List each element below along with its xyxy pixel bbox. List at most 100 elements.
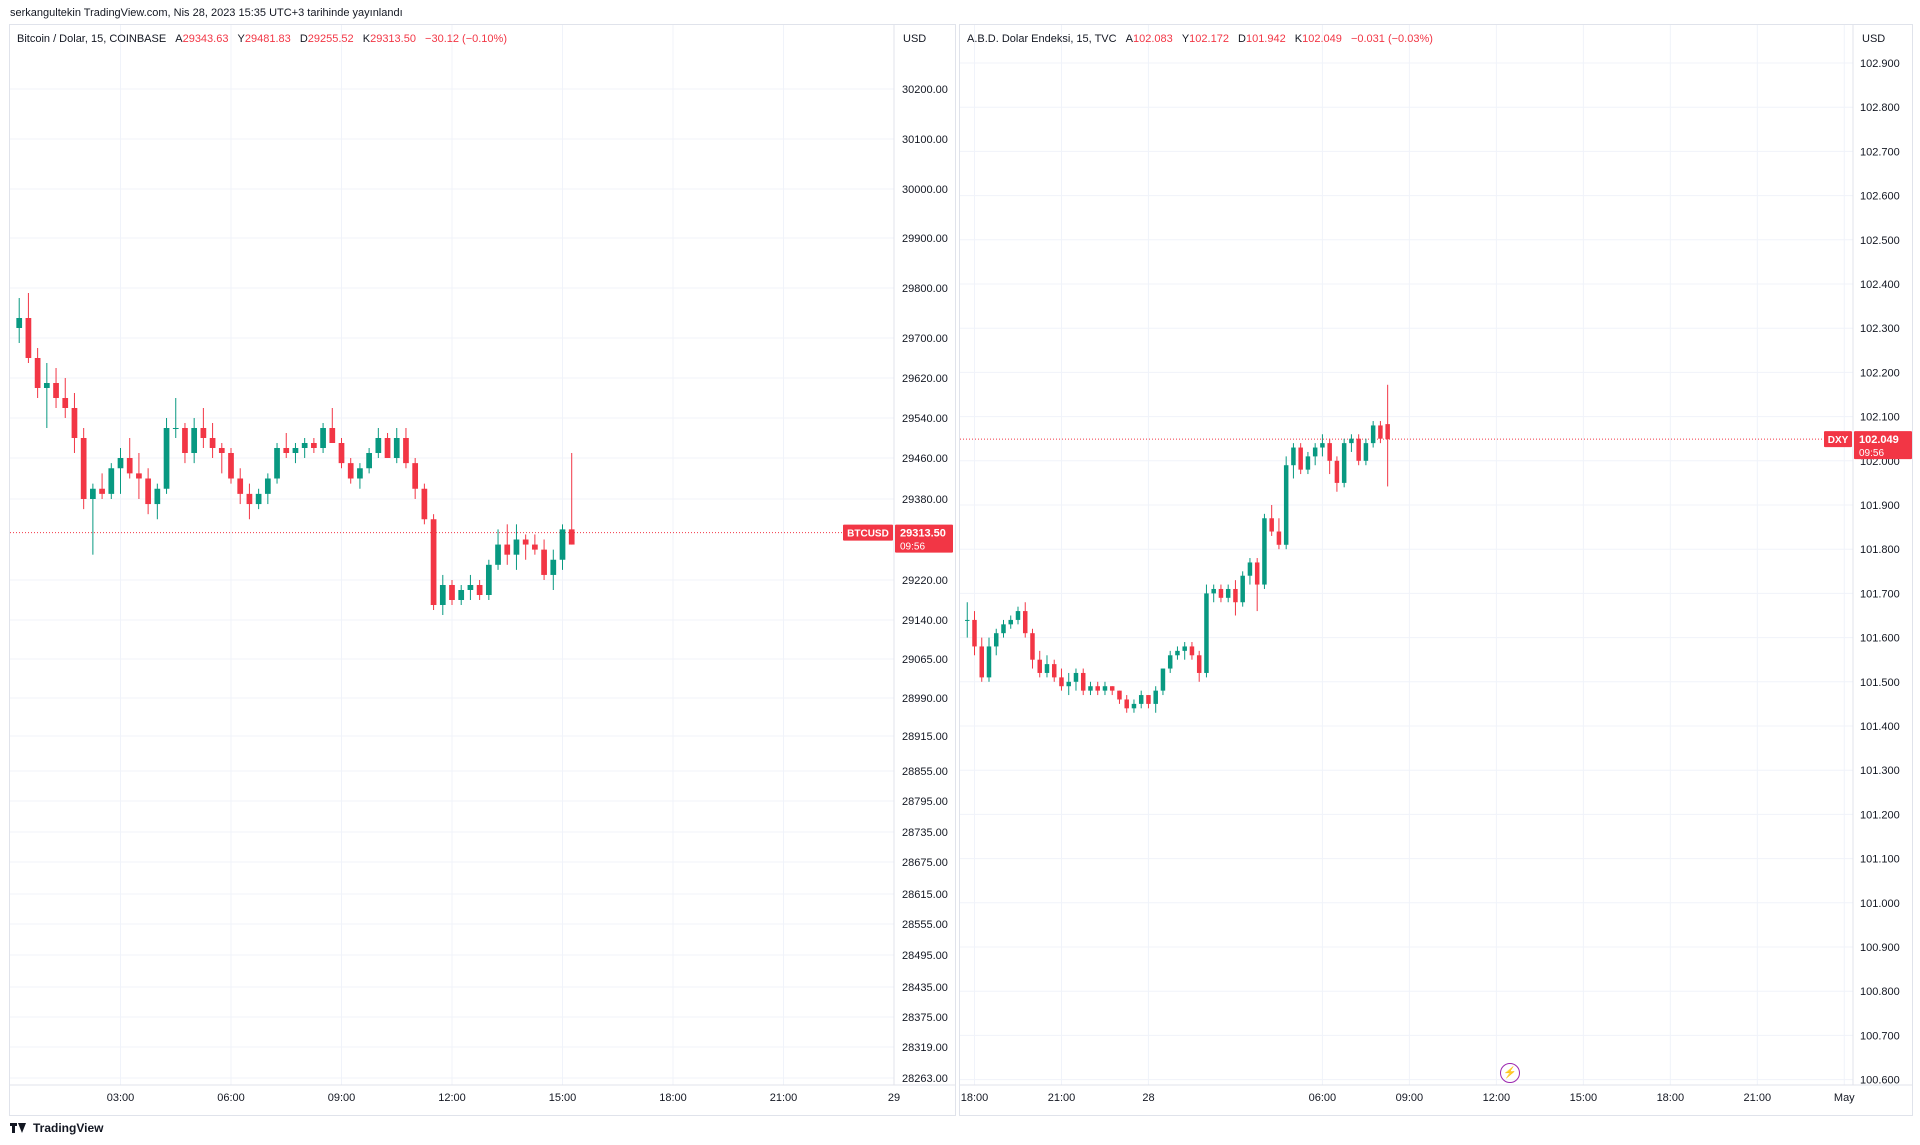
btc-candle-body <box>430 519 437 605</box>
dxy-y-tick-label: 100.700 <box>1860 1030 1900 1042</box>
dxy-candle-body <box>1211 588 1216 594</box>
btc-y-tick-label: 28555.00 <box>902 919 948 931</box>
btc-y-tick-label: 30000.00 <box>902 184 948 196</box>
btc-candle-body <box>513 539 520 555</box>
btc-y-tick-label: 28855.00 <box>902 766 948 778</box>
dxy-chart-panel[interactable]: 102.900 102.800 102.700 102.600 102.500 102.4… <box>959 24 1913 1116</box>
dxy-candle-body <box>1008 619 1013 625</box>
btc-price-tag <box>895 524 953 553</box>
dxy-candle-body <box>1262 518 1267 585</box>
dxy-candle-body <box>1059 677 1064 687</box>
dxy-y-tick-label: 102.100 <box>1860 412 1900 424</box>
dxy-candle-body <box>1088 686 1093 691</box>
dxy-candle-body <box>1117 690 1122 700</box>
dxy-symbol-tag <box>1824 431 1852 448</box>
btc-chart-panel[interactable]: 30200.00 30100.00 30000.00 29900.00 29800.00… <box>9 24 956 1116</box>
dxy-high-value: 102.172 <box>1189 33 1229 45</box>
btc-y-tick-label: 28435.00 <box>902 982 948 994</box>
dxy-candle-body <box>1283 465 1289 545</box>
btc-candle-body <box>320 428 326 448</box>
dxy-y-tick-label: 101.600 <box>1860 633 1900 645</box>
dxy-y-tick-label: 102.300 <box>1860 323 1900 335</box>
dxy-candle-body <box>1175 650 1180 656</box>
btc-candle-body <box>209 438 216 448</box>
dxy-candle-body <box>1341 443 1347 483</box>
btc-candle-body <box>246 493 253 505</box>
dxy-candle-body <box>1233 588 1238 603</box>
dxy-y-tick-label: 100.600 <box>1860 1075 1900 1087</box>
btc-candle-body <box>476 585 483 595</box>
dxy-candle-body <box>1095 686 1100 691</box>
btc-symbol-tag-label: BTCUSD <box>847 529 889 540</box>
dxy-y-tick-label: 101.700 <box>1860 588 1900 600</box>
dxy-y-tick-label: 100.900 <box>1860 942 1900 954</box>
btc-candle-body <box>301 443 308 448</box>
btc-candle-body <box>532 544 538 550</box>
dxy-candle-body <box>1153 690 1158 704</box>
dxy-candle-body <box>1073 672 1079 682</box>
dxy-open-value: 102.083 <box>1133 33 1173 45</box>
dxy-candle-body <box>1312 447 1318 457</box>
dxy-y-tick-label: 102.900 <box>1860 58 1900 70</box>
btc-candle-body <box>439 585 446 605</box>
dxy-close-value: 102.049 <box>1302 33 1342 45</box>
btc-candle-body <box>172 428 179 429</box>
dxy-candle-body <box>1160 668 1166 691</box>
btc-chart-svg[interactable]: 30200.00 30100.00 30000.00 29900.00 29800.00… <box>10 25 955 1115</box>
btc-x-tick-label: 15:00 <box>549 1092 577 1104</box>
btc-candle-body <box>283 448 290 453</box>
dxy-y-tick-label: 102.800 <box>1860 102 1900 114</box>
dxy-candle-body <box>993 633 999 647</box>
btc-candle-body <box>34 358 41 388</box>
dxy-candle-body <box>1037 659 1042 673</box>
btc-candle-body <box>80 438 87 499</box>
flash-event-icon[interactable]: ⚡ <box>1500 1063 1520 1083</box>
btc-y-tick-label: 29900.00 <box>902 233 948 245</box>
btc-x-tick-label: 18:00 <box>659 1092 687 1104</box>
btc-legend: Bitcoin / Dolar, 15, COINBASE A29343.63 … <box>17 33 507 45</box>
btc-low-label: D <box>299 33 308 45</box>
btc-y-tick-label: 28915.00 <box>902 731 948 743</box>
btc-candle-body <box>357 468 363 479</box>
dxy-x-tick-label: 18:00 <box>961 1092 989 1104</box>
btc-y-tick-label: 29540.00 <box>902 413 948 425</box>
btc-y-tick-label: 29380.00 <box>902 494 948 506</box>
dxy-candle-body <box>1066 681 1071 687</box>
btc-candle-body <box>541 549 547 575</box>
dxy-candle-body <box>1363 443 1369 461</box>
btc-symbol-tag <box>843 524 893 541</box>
dxy-low-value: 101.942 <box>1245 33 1286 45</box>
dxy-candle-body <box>1124 699 1129 709</box>
btc-candle-body <box>458 590 465 600</box>
btc-candle-body <box>329 428 336 443</box>
btc-open-value: 29343.63 <box>182 33 229 45</box>
btc-symbol-text: Bitcoin / Dolar, 15, COINBASE <box>17 33 167 45</box>
dxy-candle-body <box>1378 425 1383 439</box>
tradingview-footer[interactable]: TradingView <box>10 1121 103 1135</box>
dxy-chart-svg[interactable]: 102.900 102.800 102.700 102.600 102.500 102.4… <box>960 25 1912 1115</box>
dxy-open-label: A <box>1125 33 1133 45</box>
dxy-candle-body <box>1370 425 1376 444</box>
dxy-y-tick-label: 102.400 <box>1860 279 1900 291</box>
dxy-price-tag-timer: 09:56 <box>1859 448 1884 459</box>
btc-y-tick-label: 29065.00 <box>902 654 948 666</box>
dxy-candle-body <box>1327 443 1332 461</box>
dxy-candle-body <box>1305 456 1311 470</box>
dxy-candle-body <box>1189 646 1195 656</box>
btc-y-tick-label: 28319.00 <box>902 1042 948 1054</box>
btc-candle-body <box>393 438 400 458</box>
btc-candle-body <box>522 539 529 545</box>
btc-price-tag-timer: 09:56 <box>900 542 925 553</box>
dxy-candle-body <box>972 619 977 647</box>
dxy-candle-body <box>1218 588 1224 598</box>
dxy-x-tick-label: 06:00 <box>1309 1092 1337 1104</box>
dxy-candle-body <box>1204 593 1209 673</box>
btc-candle-body <box>43 383 50 388</box>
btc-y-tick-label: 29620.00 <box>902 373 948 385</box>
btc-candle-body <box>182 428 188 453</box>
btc-candle-body <box>62 398 69 408</box>
dxy-x-tick-label: 28 <box>1142 1092 1154 1104</box>
dxy-candle-body <box>1240 575 1245 603</box>
btc-low-value: 29255.52 <box>307 33 354 45</box>
dxy-candle-body <box>1044 664 1050 673</box>
